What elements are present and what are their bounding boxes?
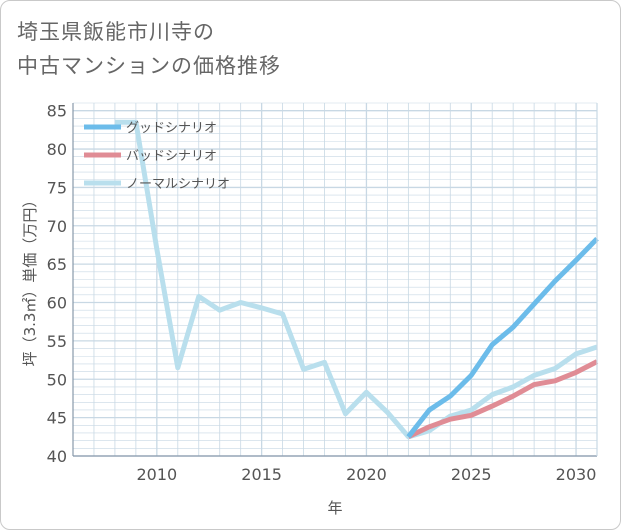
grid [73, 102, 598, 457]
y-axis-label: 坪（3.3㎡）単価（万円） [21, 193, 39, 367]
x-axis-label: 年 [327, 499, 342, 517]
x-tick-label: 2020 [346, 465, 387, 484]
chart-title: 埼玉県飯能市川寺の 中古マンションの価格推移 [17, 15, 281, 83]
x-tick-label: 2015 [241, 465, 282, 484]
y-tick-label: 60 [47, 294, 67, 313]
y-tick-label: 70 [47, 217, 67, 236]
y-tick-label: 55 [47, 332, 67, 351]
legend-label-normal: ノーマルシナリオ [126, 177, 230, 192]
chart-title-line-2: 中古マンションの価格推移 [17, 54, 281, 78]
tick-labels: 40 45 50 55 60 65 70 75 80 85 2010 2015 2020 2025 2030 [47, 102, 597, 484]
legend-label-bad: バッドシナリオ [126, 149, 217, 164]
y-tick-label: 80 [47, 140, 67, 159]
axes [72, 103, 598, 457]
y-tick-label: 75 [47, 178, 67, 197]
series-line-normal [114, 119, 598, 440]
y-tick-label: 85 [47, 102, 67, 121]
series-line-good [406, 237, 599, 439]
y-tick-label: 40 [47, 447, 67, 466]
x-tick-label: 2025 [451, 465, 492, 484]
series-layer [114, 119, 599, 440]
series-line-bad [407, 359, 599, 440]
x-tick-label: 2010 [136, 465, 177, 484]
y-tick-label: 65 [47, 255, 67, 274]
y-tick-label: 45 [47, 409, 67, 428]
y-tick-label: 50 [47, 370, 67, 389]
chart-title-line-1: 埼玉県飯能市川寺の [17, 20, 215, 44]
legend-label-good: グッドシナリオ [126, 121, 217, 136]
x-tick-label: 2030 [556, 465, 597, 484]
